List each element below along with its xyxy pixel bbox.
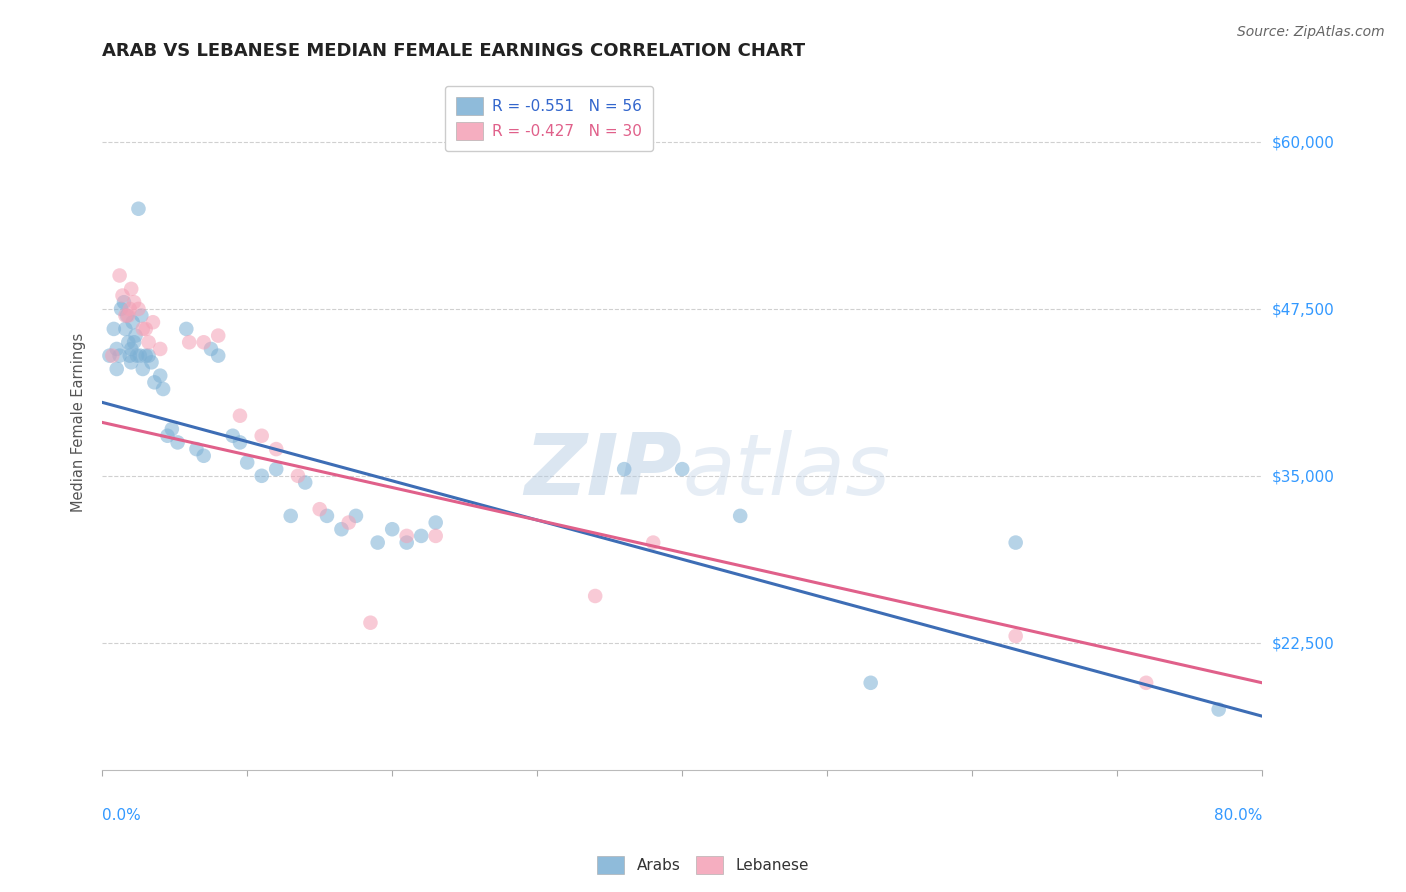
Point (179, 335, 201, 350)
Point (131, 309, 153, 323)
Text: 0.0%: 0.0% (103, 808, 141, 823)
Point (143, 376, 166, 390)
Point (229, 435, 252, 450)
Point (138, 349, 160, 363)
Point (200, 342, 222, 356)
Point (222, 429, 245, 443)
Point (120, 342, 142, 356)
Point (118, 349, 141, 363)
Point (149, 342, 172, 356)
Point (381, 522, 404, 536)
Point (118, 301, 141, 316)
Point (344, 508, 367, 523)
Point (207, 349, 229, 363)
Point (395, 535, 418, 549)
Point (108, 268, 131, 283)
Point (193, 335, 215, 350)
Point (149, 368, 172, 383)
Point (316, 508, 339, 523)
Text: atlas: atlas (682, 430, 890, 513)
Point (583, 589, 606, 603)
Point (117, 335, 139, 350)
Point (643, 535, 665, 549)
Point (122, 295, 145, 310)
Point (120, 355, 142, 369)
Point (1004, 629, 1026, 643)
Point (294, 475, 316, 490)
Point (122, 335, 145, 350)
Point (156, 429, 179, 443)
Point (287, 468, 309, 483)
Y-axis label: Median Female Earnings: Median Female Earnings (72, 333, 86, 512)
Text: 80.0%: 80.0% (1213, 808, 1263, 823)
Point (411, 529, 433, 543)
Point (105, 362, 128, 376)
Point (98, 349, 121, 363)
Point (280, 508, 302, 523)
Point (135, 349, 157, 363)
Point (166, 435, 188, 450)
Point (176, 322, 198, 336)
Point (193, 449, 215, 463)
Point (115, 309, 138, 323)
Text: Source: ZipAtlas.com: Source: ZipAtlas.com (1237, 25, 1385, 39)
Point (129, 349, 152, 363)
Point (1135, 675, 1157, 690)
Point (132, 322, 155, 336)
Point (1208, 702, 1230, 716)
Legend: R = -0.551   N = 56, R = -0.427   N = 30: R = -0.551 N = 56, R = -0.427 N = 30 (444, 87, 652, 151)
Point (337, 516, 360, 530)
Point (142, 315, 165, 329)
Point (112, 295, 135, 310)
Point (359, 615, 381, 630)
Point (250, 429, 273, 443)
Point (308, 502, 330, 516)
Point (264, 442, 287, 456)
Point (859, 675, 882, 690)
Point (110, 301, 132, 316)
Point (152, 382, 174, 396)
Point (114, 322, 136, 336)
Point (125, 349, 148, 363)
Point (127, 202, 149, 216)
Point (367, 535, 389, 549)
Point (141, 355, 163, 369)
Point (728, 508, 751, 523)
Point (132, 362, 155, 376)
Point (160, 422, 183, 436)
Text: ARAB VS LEBANESE MEDIAN FEMALE EARNINGS CORRELATION CHART: ARAB VS LEBANESE MEDIAN FEMALE EARNINGS … (103, 42, 806, 60)
Point (425, 516, 447, 530)
Point (108, 349, 131, 363)
Point (105, 342, 128, 356)
Point (671, 462, 693, 476)
Point (229, 409, 252, 423)
Point (1004, 535, 1026, 549)
Point (613, 462, 636, 476)
Point (117, 309, 139, 323)
Point (186, 442, 208, 456)
Point (330, 522, 353, 536)
Text: ZIP: ZIP (524, 430, 682, 513)
Point (425, 529, 447, 543)
Point (103, 322, 125, 336)
Point (264, 462, 287, 476)
Point (114, 309, 136, 323)
Legend: Arabs, Lebanese: Arabs, Lebanese (591, 850, 815, 880)
Point (250, 468, 273, 483)
Point (111, 288, 134, 302)
Point (124, 328, 146, 343)
Point (395, 529, 418, 543)
Point (120, 282, 142, 296)
Point (127, 301, 149, 316)
Point (101, 349, 124, 363)
Point (121, 315, 143, 329)
Point (207, 328, 229, 343)
Point (135, 322, 157, 336)
Point (138, 335, 160, 350)
Point (236, 455, 259, 469)
